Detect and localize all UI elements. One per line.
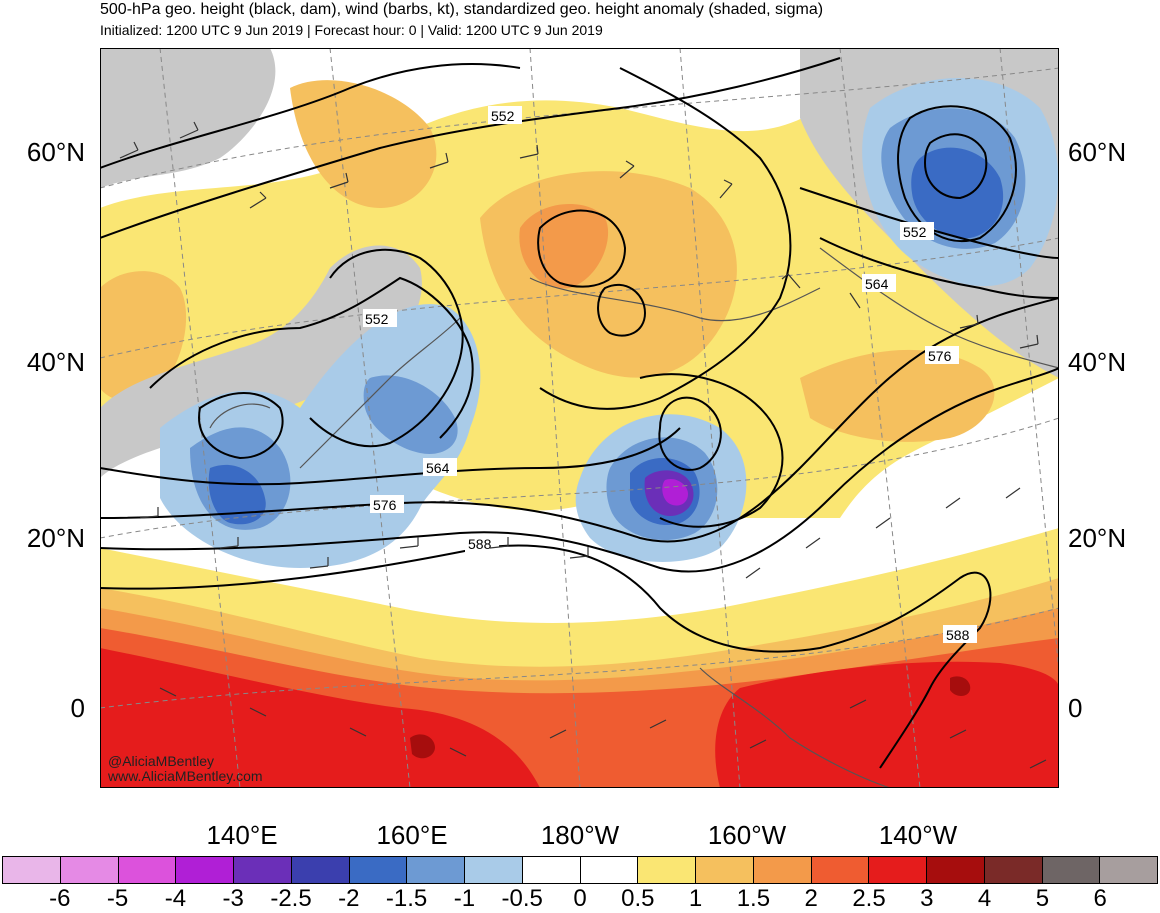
height-contours <box>100 57 1059 769</box>
colorbar-label: 5 <box>1035 885 1050 912</box>
anomaly-orange-canada <box>800 349 995 442</box>
colorbar-label: -2.5 <box>270 885 312 912</box>
lat-label-60n-right: 60°N <box>1068 137 1127 167</box>
colorbar-swatch <box>465 857 523 883</box>
lat-label-0-right: 0 <box>1068 693 1083 723</box>
contour-label: 564 <box>865 276 889 292</box>
colorbar-swatch <box>638 857 696 883</box>
contour-label: 588 <box>946 627 970 643</box>
colorbar-label: 0 <box>573 885 587 912</box>
colorbar-label: -3 <box>222 885 244 912</box>
contour-label: 588 <box>468 536 492 552</box>
map-frame <box>100 48 1059 788</box>
contour-label: 576 <box>373 497 397 513</box>
lon-label-160e: 160°E <box>376 820 448 850</box>
anomaly-darkred-2 <box>950 676 971 696</box>
anomaly-blue2-kuril <box>363 375 458 454</box>
colorbar-label: -0.5 <box>501 885 543 912</box>
colorbar-swatch <box>696 857 754 883</box>
colorbar-label: 0.5 <box>621 885 655 912</box>
anomaly-orange-3 <box>100 271 187 402</box>
colorbar-label: -6 <box>49 885 71 912</box>
colorbar-swatch <box>291 857 350 883</box>
anomaly-magenta-central <box>662 478 688 506</box>
colorbar-swatch <box>349 857 408 883</box>
colorbar-swatch <box>234 857 292 883</box>
lat-label-40n-right: 40°N <box>1068 347 1127 377</box>
lat-label-40n-left: 40°N <box>26 347 85 377</box>
colorbar-label: -1 <box>453 885 476 912</box>
contour-label: 552 <box>491 108 515 124</box>
contour-label: 576 <box>928 348 952 364</box>
coastlines <box>209 247 1059 788</box>
wind-barbs <box>119 121 1047 769</box>
colorbar-swatch <box>927 857 985 883</box>
contour-label: 552 <box>365 311 389 327</box>
map-subtitle: Initialized: 1200 UTC 9 Jun 2019 | Forec… <box>100 22 603 38</box>
colorbar-swatch <box>580 857 639 883</box>
anomaly-blue3-westpac <box>208 464 266 525</box>
colorbar-swatch <box>1042 857 1101 883</box>
lat-label-20n-left: 20°N <box>26 523 85 553</box>
colorbar-label: -4 <box>164 885 187 912</box>
anomaly-blue3-gulf-alaska <box>911 147 1004 239</box>
colorbar-label: 3 <box>920 885 934 912</box>
colorbar-swatch <box>522 857 581 883</box>
colorbar-swatch <box>984 857 1043 883</box>
colorbar-swatch <box>869 857 927 883</box>
credit-site: www.AliciaMBentley.com <box>108 768 263 784</box>
colorbar-label: -1.5 <box>385 885 428 912</box>
lon-label-140w: 140°W <box>878 820 958 850</box>
colorbar-label: 4 <box>977 885 992 912</box>
lat-label-20n-right: 20°N <box>1068 523 1127 553</box>
colorbar-swatch <box>118 857 177 883</box>
colorbar <box>2 856 1158 884</box>
lon-label-140e: 140°E <box>206 820 278 850</box>
colorbar-label: 1.5 <box>736 885 771 912</box>
map-title: 500-hPa geo. height (black, dam), wind (… <box>100 1 824 18</box>
colorbar-swatch <box>176 857 234 883</box>
colorbar-swatch <box>407 857 465 883</box>
anomaly-red-east-tropics <box>715 661 1059 788</box>
colorbar-label: 6 <box>1093 885 1107 912</box>
lat-label-0-left: 0 <box>70 693 85 723</box>
colorbar-label: 2 <box>804 885 818 912</box>
lon-label-180w: 180°W <box>540 820 620 850</box>
anomaly-orange-2 <box>290 80 437 208</box>
map-panel: 552 552 552 564 564 576 576 588 588 <box>100 48 1059 788</box>
colorbar-label: 1 <box>688 885 703 912</box>
credit-handle: @AliciaMBentley <box>108 753 215 769</box>
colorbar-label: 2.5 <box>852 885 886 912</box>
colorbar-swatch <box>753 857 812 883</box>
colorbar-label: -5 <box>106 885 129 912</box>
colorbar-swatch <box>811 857 870 883</box>
lon-label-160w: 160°W <box>707 820 787 850</box>
contour-label: 552 <box>903 224 927 240</box>
colorbar-swatch <box>1100 857 1157 883</box>
colorbar-label: -2 <box>338 885 360 912</box>
anomaly-darkred-1 <box>410 734 435 759</box>
contour-label: 564 <box>426 460 450 476</box>
colorbar-swatch <box>60 857 119 883</box>
colorbar-swatch <box>3 857 61 883</box>
lat-label-60n-left: 60°N <box>26 137 85 167</box>
